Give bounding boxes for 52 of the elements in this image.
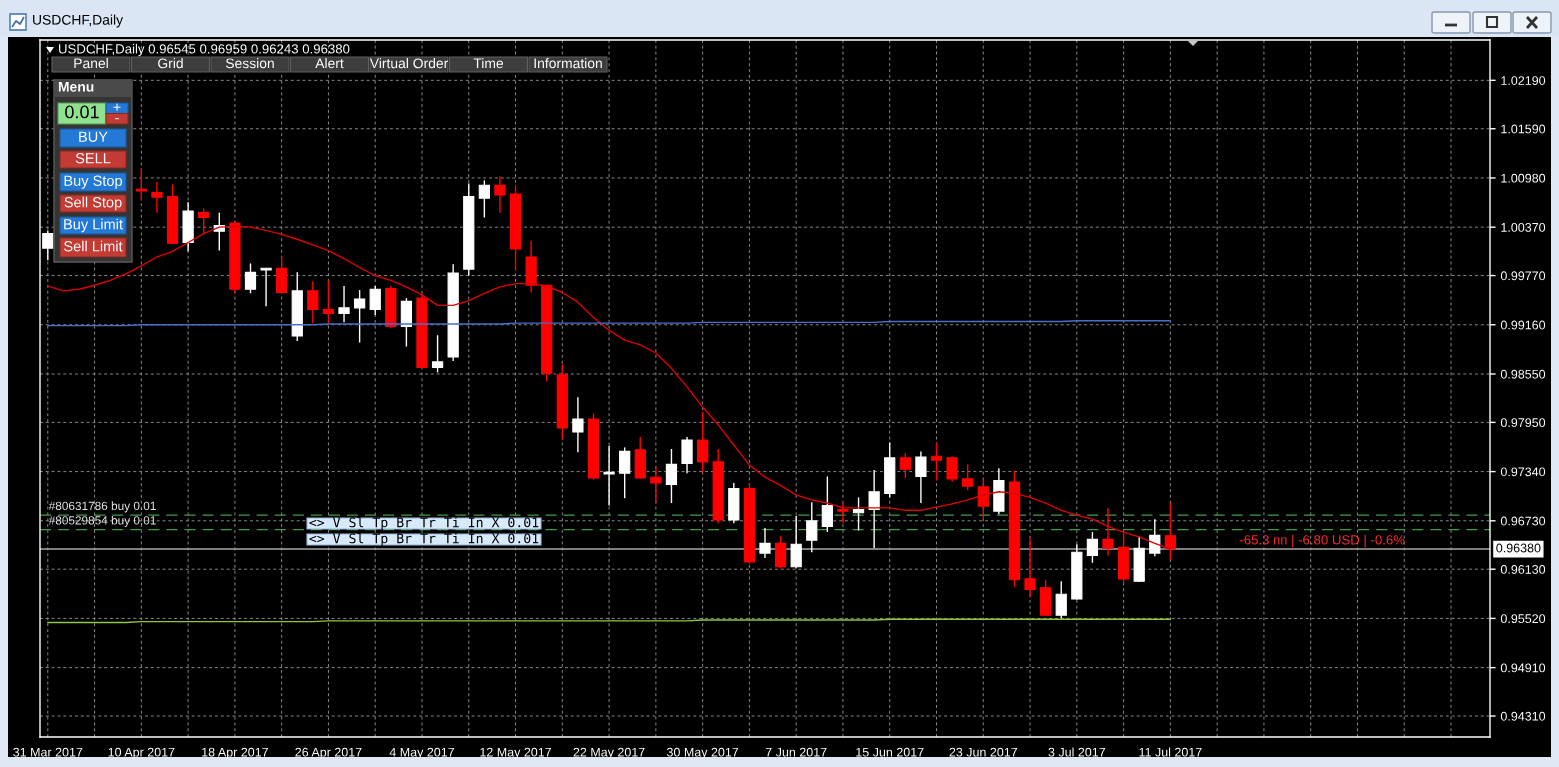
annotation: Panel (74, 58, 108, 69)
ref-line-label: #80631786 buy 0.01 (48, 501, 156, 513)
annotation: + (113, 103, 121, 111)
x-tick-label: 12 May 2017 (480, 747, 552, 760)
x-tick-label: 26 Apr 2017 (295, 747, 362, 760)
y-tick-label: 0.97950 (1500, 418, 1546, 428)
annotation: Information (534, 58, 602, 69)
ref-line-label: 0.96380 (1496, 543, 1541, 553)
annotation: - (115, 118, 119, 120)
annotation: 0.01 (65, 105, 99, 119)
y-tick-label: 0.95520 (1500, 614, 1546, 624)
y-tick-label: 0.97340 (1500, 467, 1546, 477)
y-tick-label: 1.02190 (1501, 76, 1546, 85)
annotation: SELL (75, 153, 111, 164)
x-tick-label: 15 Jun 2017 (856, 747, 924, 757)
annotation: <> V Sl Tp Br Tr Ti In X 0.01 (309, 533, 539, 546)
annotation: Sell Stop (64, 196, 122, 211)
x-tick-label: 4 May 2017 (389, 747, 455, 760)
y-tick-label: 0.96130 (1500, 565, 1546, 574)
x-tick-label: 23 Jun 2017 (949, 747, 1018, 757)
y-tick-label: 0.94910 (1500, 663, 1546, 673)
y-tick-label: 1.00980 (1501, 173, 1546, 183)
x-tick-label: 30 May 2017 (666, 747, 739, 760)
annotation: Grid (158, 58, 183, 69)
annotation: BUY (79, 131, 108, 142)
y-tick-label: 0.96730 (1500, 516, 1546, 526)
chart-subtitle: USDCHF,Daily 0.96545 0.96959 0.96243 0.96380 (59, 43, 350, 57)
annotation: Buy Stop (64, 175, 122, 189)
annotation: Menu (58, 82, 94, 92)
annotation: -65.3 пп | -6.80 USD | -0.6% (1239, 534, 1405, 548)
x-tick-label: 22 May 2017 (573, 747, 645, 760)
y-tick-label: 0.99770 (1500, 271, 1546, 281)
y-tick-label: 1.01590 (1501, 124, 1546, 134)
annotation: Time (473, 58, 504, 69)
x-tick-label: 31 Mar 2017 (13, 747, 83, 757)
x-tick-label: 10 Apr 2017 (108, 747, 175, 760)
annotation: Alert (315, 58, 344, 69)
x-tick-label: 18 Apr 2017 (202, 747, 268, 760)
ref-line-label: #80529854 buy 0.01 (48, 515, 156, 527)
y-tick-label: 0.98550 (1500, 369, 1546, 379)
y-tick-label: 0.94310 (1500, 711, 1546, 721)
y-tick-label: 1.00370 (1501, 222, 1546, 232)
x-tick-label: 7 Jun 2017 (765, 747, 827, 757)
annotation: Sell Limit (64, 240, 123, 252)
x-tick-label: 11 Jul 2017 (1139, 747, 1202, 757)
annotation: Virtual Order (369, 58, 449, 69)
annotation: Session (225, 58, 274, 69)
annotation: <> V Sl Tp Br Tr Ti In X 0.01 (309, 517, 539, 530)
annotation: Buy Limit (64, 218, 123, 233)
x-tick-label: 3 Jul 2017 (1048, 747, 1106, 757)
chart-title: USDCHF,Daily (33, 14, 124, 28)
y-tick-label: 0.99160 (1500, 320, 1546, 330)
